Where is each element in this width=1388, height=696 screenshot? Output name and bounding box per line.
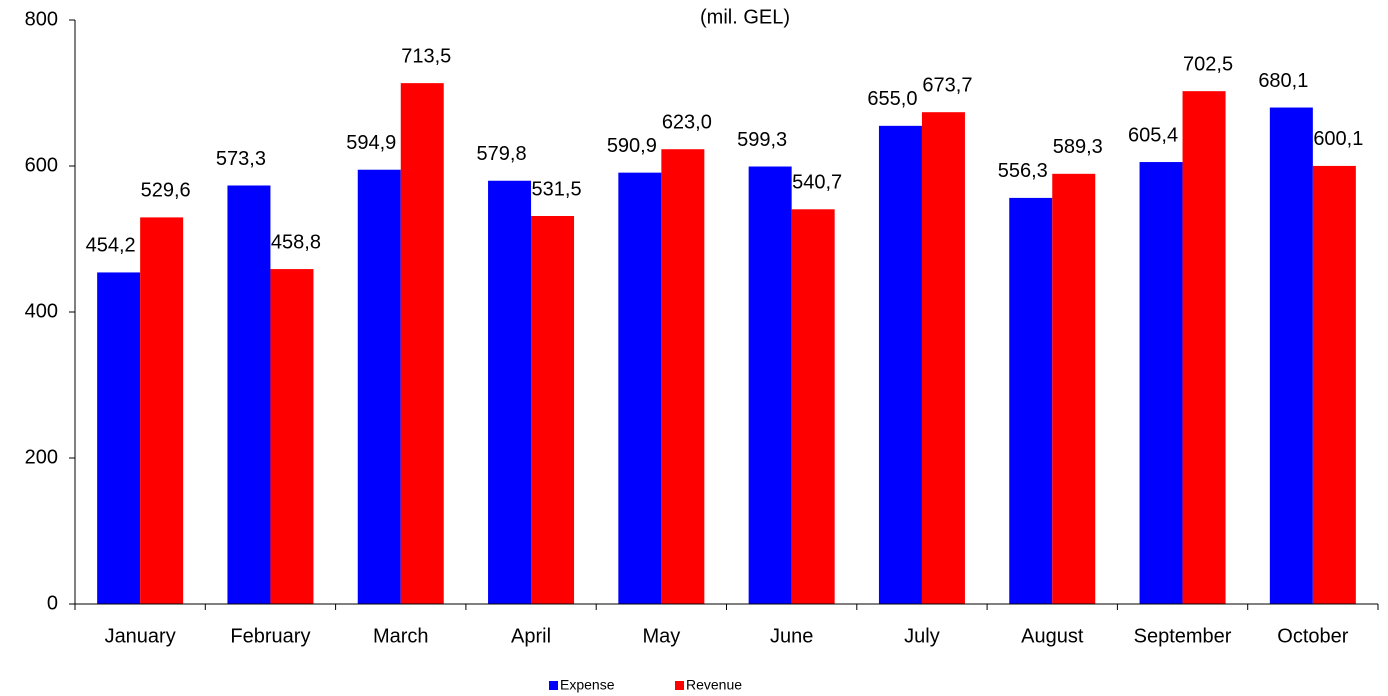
bar bbox=[357, 169, 401, 604]
x-tick-label: April bbox=[511, 625, 551, 647]
bar bbox=[227, 185, 271, 604]
value-label: 531,5 bbox=[532, 178, 582, 200]
value-label: 458,8 bbox=[271, 231, 321, 253]
value-label: 589,3 bbox=[1053, 136, 1103, 158]
value-label: 594,9 bbox=[346, 132, 396, 154]
legend-label: Revenue bbox=[686, 677, 742, 693]
y-tick-label: 0 bbox=[47, 592, 58, 614]
value-label: 680,1 bbox=[1258, 70, 1308, 92]
value-label: 556,3 bbox=[998, 160, 1048, 182]
legend-swatch bbox=[549, 681, 558, 690]
bar bbox=[661, 149, 705, 604]
value-label: 600,1 bbox=[1313, 128, 1363, 150]
y-tick-label: 600 bbox=[25, 154, 58, 176]
value-label: 623,0 bbox=[662, 111, 712, 133]
bar bbox=[488, 180, 532, 604]
bar bbox=[921, 112, 965, 604]
x-tick-label: February bbox=[230, 625, 310, 647]
value-label: 590,9 bbox=[607, 135, 657, 157]
legend-label: Expense bbox=[560, 677, 615, 693]
value-label: 702,5 bbox=[1183, 53, 1233, 75]
value-label: 454,2 bbox=[86, 235, 136, 257]
bar bbox=[270, 269, 314, 604]
x-tick-label: July bbox=[904, 625, 940, 647]
value-label: 540,7 bbox=[792, 172, 842, 194]
x-tick-label: March bbox=[373, 625, 429, 647]
x-tick-label: September bbox=[1134, 625, 1232, 647]
bar bbox=[400, 83, 444, 604]
x-tick-label: August bbox=[1021, 625, 1084, 647]
bar bbox=[1052, 173, 1096, 604]
x-tick-label: January bbox=[105, 625, 176, 647]
value-label: 713,5 bbox=[401, 45, 451, 67]
bar bbox=[97, 272, 141, 604]
bar bbox=[1009, 197, 1053, 604]
value-label: 579,8 bbox=[477, 143, 527, 165]
bar bbox=[791, 209, 835, 604]
y-tick-label: 400 bbox=[25, 300, 58, 322]
bar bbox=[748, 166, 792, 605]
bar bbox=[1139, 162, 1183, 605]
bar bbox=[1312, 165, 1356, 604]
bar bbox=[878, 125, 922, 604]
legend-swatch bbox=[675, 681, 684, 690]
y-tick-label: 800 bbox=[25, 8, 58, 30]
bar bbox=[1182, 91, 1226, 605]
x-tick-label: May bbox=[642, 625, 680, 647]
chart-title: (mil. GEL) bbox=[700, 6, 790, 28]
bar bbox=[1269, 107, 1313, 604]
value-label: 573,3 bbox=[216, 148, 266, 170]
x-tick-label: October bbox=[1277, 625, 1348, 647]
y-tick-label: 200 bbox=[25, 446, 58, 468]
bar bbox=[531, 216, 575, 604]
bar bbox=[140, 217, 184, 604]
x-tick-label: June bbox=[770, 625, 813, 647]
value-label: 673,7 bbox=[922, 74, 972, 96]
bar bbox=[618, 172, 662, 604]
value-label: 529,6 bbox=[141, 180, 191, 202]
value-label: 655,0 bbox=[867, 88, 917, 110]
value-label: 605,4 bbox=[1128, 124, 1178, 146]
value-label: 599,3 bbox=[737, 129, 787, 151]
